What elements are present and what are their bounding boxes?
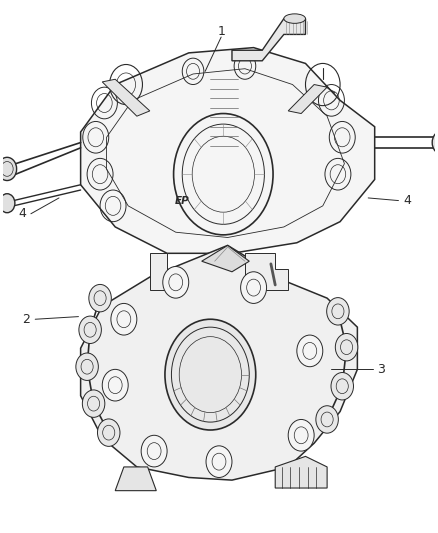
Circle shape — [331, 373, 353, 400]
Polygon shape — [275, 456, 327, 488]
Circle shape — [288, 419, 314, 451]
Circle shape — [102, 369, 128, 401]
Circle shape — [297, 335, 323, 367]
Circle shape — [0, 193, 15, 213]
Text: EP: EP — [175, 196, 190, 206]
Polygon shape — [81, 245, 357, 480]
Polygon shape — [115, 467, 156, 491]
Polygon shape — [150, 253, 184, 290]
Polygon shape — [81, 47, 374, 253]
Circle shape — [316, 406, 338, 433]
Circle shape — [76, 353, 99, 381]
Circle shape — [141, 435, 167, 467]
Circle shape — [89, 285, 111, 312]
Polygon shape — [245, 253, 288, 290]
Text: 4: 4 — [18, 207, 26, 220]
Circle shape — [165, 319, 256, 430]
Text: 2: 2 — [23, 313, 31, 326]
Circle shape — [79, 316, 101, 343]
Circle shape — [82, 390, 105, 417]
Polygon shape — [288, 85, 327, 114]
Text: 1: 1 — [217, 25, 225, 38]
Circle shape — [98, 419, 120, 446]
Circle shape — [432, 131, 438, 154]
Text: 3: 3 — [377, 363, 385, 376]
Circle shape — [327, 297, 349, 325]
Text: 4: 4 — [403, 194, 411, 207]
Polygon shape — [232, 19, 305, 61]
Circle shape — [111, 303, 137, 335]
Circle shape — [163, 266, 189, 298]
Polygon shape — [202, 245, 249, 272]
Circle shape — [240, 272, 267, 303]
Circle shape — [206, 446, 232, 478]
Circle shape — [0, 157, 17, 181]
Ellipse shape — [284, 14, 305, 23]
Polygon shape — [102, 79, 150, 116]
Circle shape — [336, 334, 358, 361]
